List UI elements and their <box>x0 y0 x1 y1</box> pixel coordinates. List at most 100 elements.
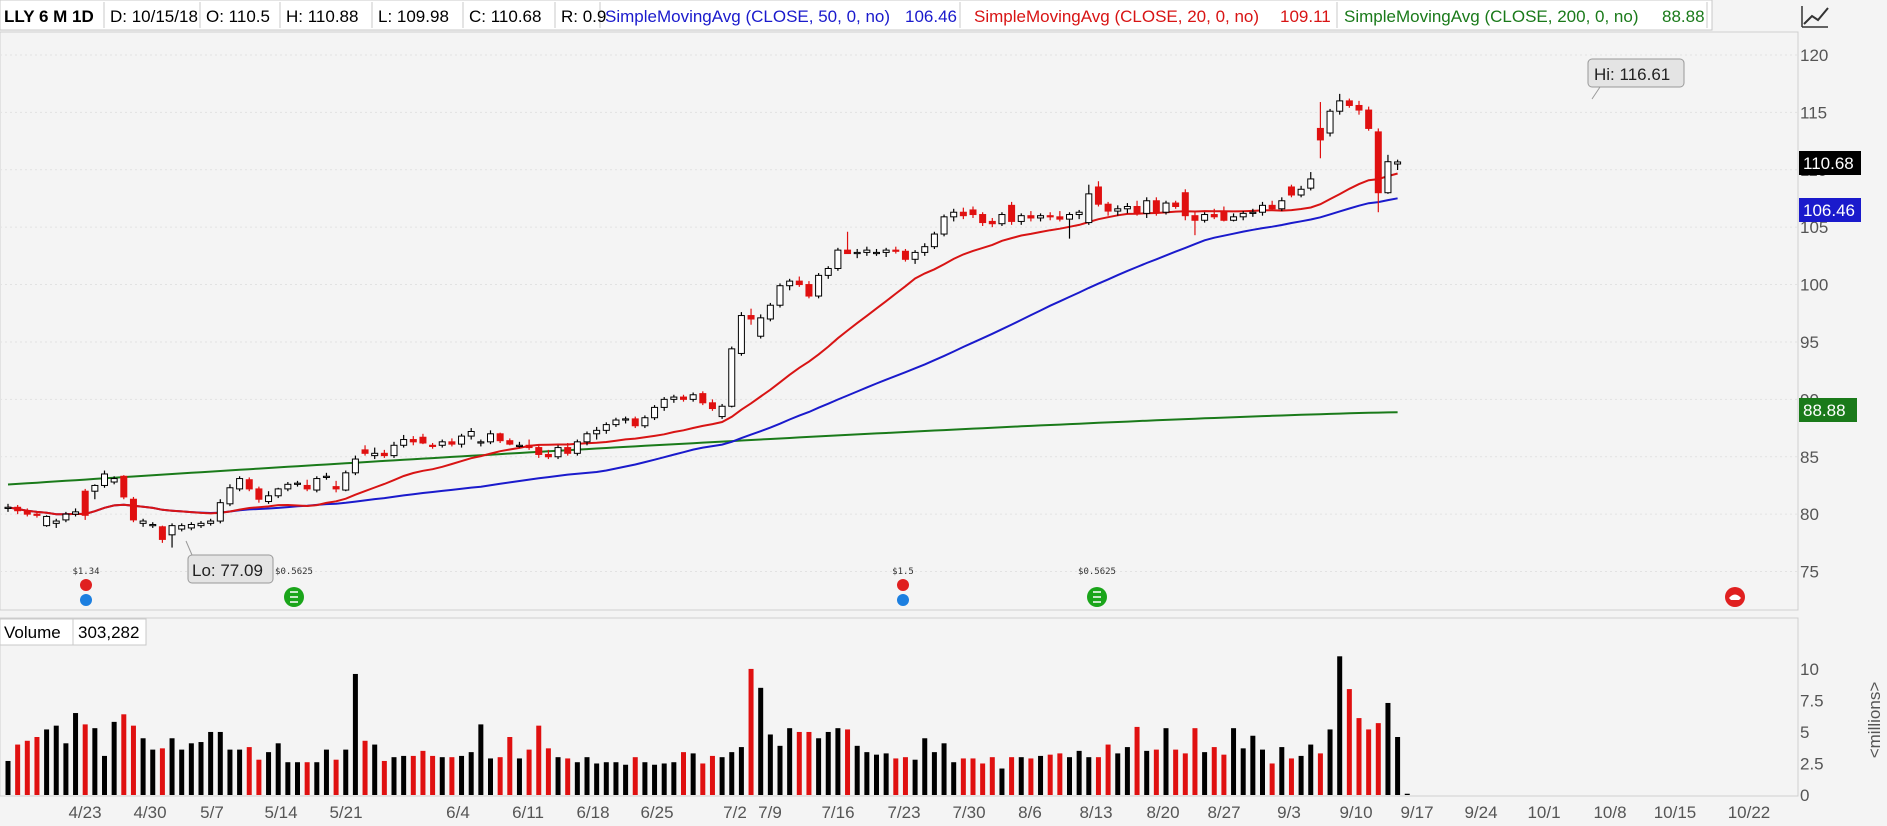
candle <box>429 442 437 449</box>
volume-tick-label: 10 <box>1800 660 1819 679</box>
earnings-event-icon[interactable]: $1.34 <box>72 567 100 606</box>
volume-bar <box>111 721 117 795</box>
open-label: O: 110.5 <box>206 7 270 26</box>
volume-bar <box>1173 749 1179 795</box>
candle <box>824 266 832 279</box>
candle <box>573 439 581 456</box>
volume-bar <box>1124 747 1130 795</box>
price-y-axis: 7580859095100105110115120 <box>0 46 1828 582</box>
price-tick-label: 105 <box>1800 218 1828 237</box>
candle <box>564 442 572 456</box>
volume-bar <box>632 757 638 795</box>
candle <box>1133 200 1141 216</box>
hi-annotation: Hi: 116.61 <box>1587 58 1685 100</box>
volume-bar <box>767 734 773 795</box>
candle <box>622 416 630 424</box>
x-tick-label: 8/27 <box>1207 803 1240 822</box>
candle <box>226 484 234 507</box>
volume-bar <box>989 757 995 795</box>
candle <box>361 445 369 456</box>
alert-phone-icon[interactable] <box>1725 587 1745 607</box>
volume-bar <box>24 740 30 795</box>
candle <box>844 231 852 255</box>
volume-bar <box>999 768 1005 795</box>
volume-bar <box>488 758 493 795</box>
candle <box>718 403 726 419</box>
moving-average-lines <box>7 172 1398 516</box>
volume-bar <box>623 764 629 795</box>
candle <box>1239 211 1247 221</box>
volume-bar <box>787 728 793 795</box>
candle <box>554 445 562 460</box>
candle <box>72 508 80 517</box>
x-tick-label: 7/9 <box>758 803 782 822</box>
candle <box>371 447 379 460</box>
volume-bar <box>82 724 88 795</box>
candle <box>139 518 147 527</box>
volume-bar <box>594 763 600 795</box>
volume-bar <box>893 758 899 795</box>
x-tick-label: 8/13 <box>1079 803 1112 822</box>
dividend-event-icon[interactable]: $0.5625 <box>275 567 313 607</box>
x-tick-label: 9/3 <box>1277 803 1301 822</box>
candle <box>1152 197 1160 216</box>
volume-bar <box>1356 718 1362 795</box>
candle <box>969 206 977 218</box>
x-tick-label: 7/23 <box>887 803 920 822</box>
volume-bar <box>256 759 262 795</box>
volume-bar <box>661 763 667 795</box>
volume-bar <box>362 740 368 795</box>
candle <box>409 436 417 446</box>
candle <box>1201 212 1209 223</box>
candle <box>1008 201 1016 225</box>
sma50-line <box>7 197 1398 516</box>
drawing-tool-icon[interactable] <box>1801 6 1829 28</box>
volume-bar <box>1018 757 1024 795</box>
candle <box>322 472 330 480</box>
candle <box>303 479 311 492</box>
volume-bar <box>960 758 966 795</box>
volume-bar <box>246 747 252 795</box>
candle <box>911 250 919 264</box>
earnings-event-icon[interactable]: $1.5 <box>892 567 914 606</box>
volume-bar <box>709 755 715 795</box>
volume-bar <box>1260 749 1265 795</box>
x-tick-label: 4/23 <box>68 803 101 822</box>
volume-bar <box>1346 689 1352 795</box>
volume-bar <box>439 757 445 795</box>
volume-bar <box>1298 755 1304 795</box>
last-price-value: 110.68 <box>1803 154 1854 173</box>
candle <box>91 484 99 500</box>
candle <box>1355 100 1363 115</box>
volume-tick-label: 7.5 <box>1800 691 1824 710</box>
volume-bar <box>1288 758 1294 795</box>
candle <box>1307 172 1315 191</box>
volume-bar <box>796 731 802 795</box>
x-tick-label: 6/25 <box>640 803 673 822</box>
sma20-line <box>7 172 1398 516</box>
volume-bar <box>1317 753 1323 795</box>
candle <box>1374 128 1382 213</box>
candle <box>1220 206 1228 222</box>
candle <box>1037 213 1045 222</box>
volume-bar <box>719 757 725 795</box>
price-tick-label: 95 <box>1800 333 1819 352</box>
candle <box>525 439 533 450</box>
hi-label: Hi: 116.61 <box>1594 65 1670 84</box>
candle <box>1143 197 1151 218</box>
candle <box>23 508 31 517</box>
volume-bar <box>912 759 918 795</box>
candle <box>708 399 716 411</box>
candle <box>863 246 871 256</box>
volume-bar <box>1163 728 1169 795</box>
volume-bar <box>1395 737 1401 795</box>
candle <box>959 207 967 220</box>
dividend-event-icon[interactable]: $0.5625 <box>1078 567 1116 607</box>
event-markers: $1.34 $0.5625 $1.5 $0.5625 <box>72 567 1116 607</box>
candle <box>245 477 253 492</box>
candle <box>81 488 89 520</box>
candle <box>342 470 350 492</box>
candle <box>168 523 176 548</box>
volume-bar <box>1385 702 1391 795</box>
candle <box>1172 200 1180 209</box>
